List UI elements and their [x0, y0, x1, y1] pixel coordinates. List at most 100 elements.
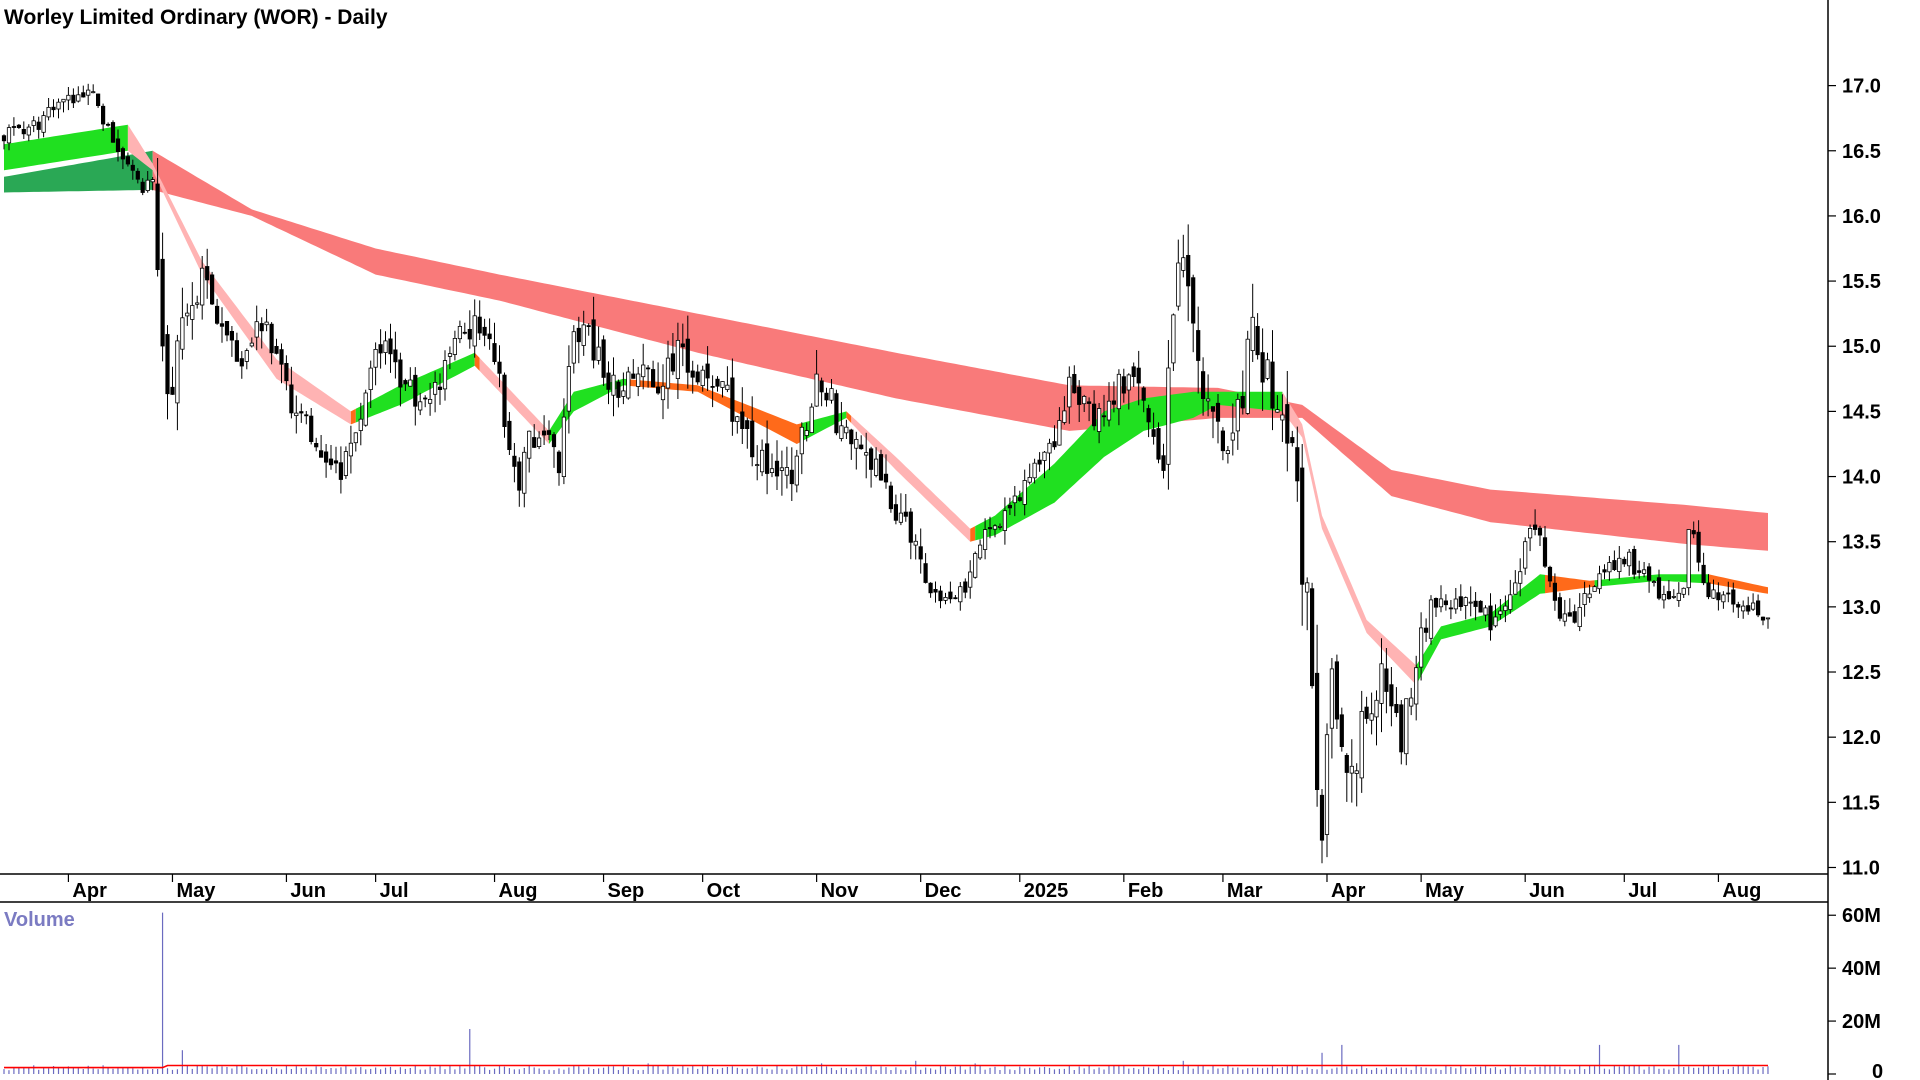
date-axis: Apr May Jun Jul Aug Sep Oct Nov Dec 2025 Feb Mar Apr…: [67, 874, 1761, 902]
candle: [1760, 616, 1766, 626]
candle: [1751, 593, 1756, 611]
price-tick-label: 11.0: [1842, 857, 1880, 879]
candle: [1215, 394, 1221, 444]
candle: [1077, 380, 1082, 422]
candle: [1275, 395, 1280, 413]
candle: [760, 439, 765, 477]
candle: [809, 403, 814, 434]
candle: [1002, 497, 1008, 545]
candle: [1428, 595, 1434, 645]
price-tick-label: 11.5: [1842, 792, 1880, 814]
candle: [120, 146, 125, 170]
candle: [1106, 382, 1112, 427]
candle: [537, 431, 542, 450]
candle: [943, 592, 948, 605]
date-tick-label: Jun: [1529, 880, 1565, 902]
candle: [328, 445, 334, 470]
candle: [1731, 582, 1736, 613]
candle: [205, 248, 210, 299]
candle: [997, 523, 1003, 530]
long-ema-band-segment: [152, 150, 1769, 551]
candle: [1131, 362, 1136, 387]
candle: [1681, 587, 1686, 598]
candle: [106, 122, 111, 127]
date-tick-label: Apr: [1331, 880, 1366, 902]
candle: [874, 447, 879, 478]
candle: [71, 88, 76, 108]
candle: [1404, 698, 1409, 766]
candle: [651, 360, 656, 388]
candle: [1572, 604, 1577, 624]
candle: [517, 457, 522, 507]
candle: [294, 395, 299, 434]
candle: [21, 121, 26, 139]
candle: [1587, 584, 1592, 603]
candle: [299, 403, 304, 423]
candle: [1235, 393, 1240, 450]
price-tick-label: 15.5: [1842, 271, 1881, 293]
candle: [1637, 560, 1642, 579]
candle: [413, 367, 418, 426]
candle: [1354, 763, 1359, 807]
short-ema-band-segment: [970, 526, 976, 542]
candle: [680, 323, 685, 367]
candle: [497, 345, 502, 388]
candle: [735, 415, 740, 434]
candle: [1022, 469, 1027, 516]
candle: [968, 560, 973, 599]
candle: [96, 93, 101, 108]
candle: [1171, 313, 1176, 371]
candle: [1612, 550, 1617, 571]
date-tick-label: Jun: [290, 880, 326, 902]
candle: [125, 152, 130, 167]
candle: [403, 378, 408, 391]
candle: [81, 85, 86, 98]
candle: [1448, 600, 1453, 620]
candle: [755, 445, 760, 481]
candle: [1181, 234, 1186, 278]
candle: [1528, 524, 1533, 552]
short-ema-band-segment: [628, 379, 802, 444]
price-tick-label: 17.0: [1842, 76, 1881, 98]
candle: [814, 350, 819, 407]
candle: [1156, 422, 1161, 464]
candle: [1206, 374, 1211, 417]
price-tick-label: 13.0: [1842, 597, 1881, 619]
candle: [418, 392, 423, 416]
candle: [279, 343, 284, 384]
candle: [1032, 458, 1037, 484]
candle: [1552, 573, 1557, 611]
candle: [1329, 658, 1334, 759]
volume-axis: 60M 40M 20M 0: [1828, 905, 1883, 1080]
candle: [1711, 579, 1716, 599]
candle: [1478, 600, 1483, 613]
candle: [1458, 584, 1463, 611]
short-ema-band-segment: [1594, 574, 1709, 587]
candle: [1092, 390, 1097, 431]
candle: [1602, 564, 1607, 580]
candle: [165, 325, 170, 420]
candle: [1384, 648, 1389, 714]
volume-panel: [3, 912, 1769, 1074]
candle: [720, 381, 725, 398]
candle: [705, 346, 710, 391]
candle: [388, 323, 393, 373]
candle: [1324, 723, 1330, 858]
candle: [318, 435, 324, 458]
candle: [883, 454, 889, 489]
date-tick-label: Dec: [925, 880, 962, 902]
short-ema-band-segment: [1545, 574, 1595, 594]
candle: [953, 595, 958, 600]
candle: [695, 364, 700, 385]
candle: [492, 322, 497, 365]
price-tick-label: 14.5: [1842, 401, 1881, 423]
short-ema-band-segment: [846, 411, 852, 424]
candle: [373, 342, 378, 386]
candle: [101, 103, 106, 131]
candle: [1310, 582, 1315, 689]
candle: [368, 360, 373, 408]
candle: [784, 446, 790, 489]
candle: [992, 524, 998, 538]
candle: [1597, 565, 1602, 594]
candle: [1577, 593, 1582, 632]
